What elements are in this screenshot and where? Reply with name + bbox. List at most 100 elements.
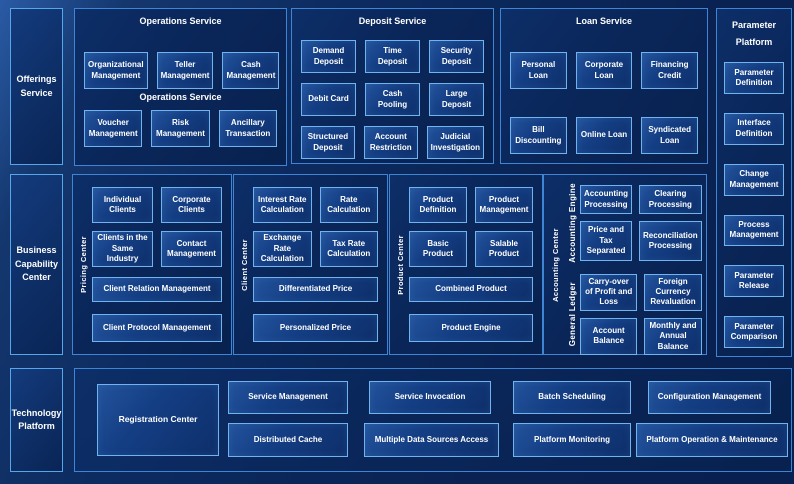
- box-corporate-loan: Corporate Loan: [575, 52, 633, 89]
- general-ledger-label: General Ledger: [568, 282, 577, 347]
- accounting-center-label: Accounting Center: [551, 227, 560, 302]
- box-product-management: Product Management: [475, 187, 533, 223]
- box-online-loan: Online Loan: [575, 117, 633, 154]
- general-ledger-grid: Carry-over of Profit and Loss Foreign Cu…: [580, 272, 702, 357]
- parameter-platform-title: Parameter Platform: [731, 20, 777, 48]
- parameter-platform-panel: Parameter Platform Parameter Definition …: [716, 8, 792, 357]
- box-debit-card: Debit Card: [301, 83, 356, 116]
- box-parameter-release: Parameter Release: [724, 265, 784, 298]
- box-product-definition: Product Definition: [409, 187, 467, 223]
- deposit-service-title: Deposit Service: [358, 16, 427, 26]
- box-judicial-investigation: Judicial Investigation: [426, 126, 484, 159]
- pricing-center-label: Pricing Center: [79, 236, 88, 293]
- box-change-management: Change Management: [724, 163, 784, 196]
- sidebar-offerings-service: Offerings Service: [10, 8, 63, 165]
- box-registration-center: Registration Center: [97, 384, 219, 456]
- deposit-row-2: Debit Card Cash Pooling Large Deposit: [301, 83, 484, 116]
- box-demand-deposit: Demand Deposit: [301, 40, 356, 73]
- product-center-content: Product Definition Product Management Ba…: [409, 179, 538, 350]
- box-basic-product: Basic Product: [409, 231, 467, 267]
- loan-service-title: Loan Service: [575, 16, 633, 26]
- sidebar-business-capability-center: Business Capability Center: [10, 174, 63, 355]
- box-voucher-management: Voucher Management: [84, 110, 143, 147]
- pricing-center-panel: Pricing Center Individual Clients Corpor…: [72, 174, 232, 355]
- accounting-engine-label: Accounting Engine: [568, 183, 577, 263]
- box-salable-product: Salable Product: [475, 231, 533, 267]
- box-structured-deposit: Structured Deposit: [301, 126, 355, 159]
- loan-service-panel: Loan Service Personal Loan Corporate Loa…: [500, 8, 708, 164]
- client-center-grid: Interest Rate Calculation Rate Calculati…: [253, 187, 378, 267]
- operations-row-1: Organizational Management Teller Managem…: [84, 52, 280, 89]
- product-center-grid: Product Definition Product Management Ba…: [409, 187, 533, 267]
- box-reconciliation-processing: Reconciliation Processing: [639, 221, 702, 261]
- client-center-content: Interest Rate Calculation Rate Calculati…: [253, 179, 383, 350]
- box-time-deposit: Time Deposit: [365, 40, 420, 73]
- loan-row-2: Bill Discounting Online Loan Syndicated …: [510, 117, 699, 154]
- pricing-center-grid: Individual Clients Corporate Clients Cli…: [92, 187, 222, 267]
- box-client-relation-management: Client Relation Management: [92, 277, 222, 303]
- box-parameter-definition: Parameter Definition: [724, 62, 784, 94]
- box-clearing-processing: Clearing Processing: [639, 185, 702, 215]
- box-carry-over-profit-loss: Carry-over of Profit and Loss: [580, 273, 638, 311]
- box-service-management: Service Management: [228, 381, 348, 414]
- product-center-panel: Product Center Product Definition Produc…: [389, 174, 543, 355]
- box-individual-clients: Individual Clients: [92, 187, 153, 223]
- box-tax-rate-calculation: Tax Rate Calculation: [319, 231, 378, 267]
- accounting-engine-vstrip: Accounting Engine: [565, 183, 580, 263]
- box-platform-operation-maintenance: Platform Operation & Maintenance: [636, 423, 788, 457]
- box-ancillary-transaction: Ancillary Transaction: [218, 110, 277, 147]
- accounting-engine-section: Accounting Engine Accounting Processing …: [565, 183, 702, 263]
- box-multiple-data-sources-access: Multiple Data Sources Access: [364, 423, 499, 457]
- box-cash-management: Cash Management: [222, 52, 280, 89]
- deposit-row-1: Demand Deposit Time Deposit Security Dep…: [301, 40, 484, 73]
- box-exchange-rate-calculation: Exchange Rate Calculation: [253, 231, 312, 267]
- product-center-vstrip: Product Center: [392, 179, 409, 350]
- box-large-deposit: Large Deposit: [429, 83, 484, 116]
- box-batch-scheduling: Batch Scheduling: [513, 381, 631, 414]
- box-personalized-price: Personalized Price: [253, 314, 378, 342]
- box-organizational-management: Organizational Management: [84, 52, 148, 89]
- box-clients-same-industry: Clients in the Same Industry: [92, 231, 153, 267]
- product-center-label: Product Center: [396, 234, 405, 295]
- operations-service-mid-label: Operations Service: [139, 92, 222, 102]
- box-price-and-tax-separated: Price and Tax Separated: [580, 221, 632, 261]
- box-security-deposit: Security Deposit: [429, 40, 484, 73]
- box-platform-monitoring: Platform Monitoring: [513, 423, 631, 457]
- box-process-management: Process Management: [724, 214, 784, 247]
- deposit-service-panel: Deposit Service Demand Deposit Time Depo…: [291, 8, 494, 164]
- operations-service-panel: Operations Service Organizational Manage…: [74, 8, 287, 166]
- box-corporate-clients: Corporate Clients: [161, 187, 222, 223]
- technology-platform-panel: Registration Center Service Management S…: [74, 368, 792, 472]
- general-ledger-vstrip: General Ledger: [565, 272, 580, 357]
- pricing-center-content: Individual Clients Corporate Clients Cli…: [92, 179, 227, 350]
- accounting-engine-grid: Accounting Processing Clearing Processin…: [580, 183, 702, 263]
- box-bill-discounting: Bill Discounting: [510, 117, 567, 154]
- loan-row-1: Personal Loan Corporate Loan Financing C…: [510, 52, 699, 89]
- box-contact-management: Contact Management: [161, 231, 222, 267]
- deposit-row-3: Structured Deposit Account Restriction J…: [301, 126, 484, 159]
- pricing-center-vstrip: Pricing Center: [75, 179, 92, 350]
- accounting-center-content: Accounting Engine Accounting Processing …: [563, 179, 704, 356]
- box-account-restriction: Account Restriction: [363, 126, 418, 159]
- box-service-invocation: Service Invocation: [369, 381, 491, 414]
- client-center-panel: Client Center Interest Rate Calculation …: [233, 174, 388, 355]
- box-product-engine: Product Engine: [409, 314, 533, 342]
- box-accounting-processing: Accounting Processing: [580, 185, 632, 215]
- box-cash-pooling: Cash Pooling: [365, 83, 420, 116]
- accounting-center-panel: Accounting Center Accounting Engine Acco…: [543, 174, 707, 356]
- box-combined-product: Combined Product: [409, 277, 533, 303]
- box-interest-rate-calculation: Interest Rate Calculation: [253, 187, 312, 223]
- box-interface-definition: Interface Definition: [724, 112, 784, 145]
- box-personal-loan: Personal Loan: [510, 52, 567, 89]
- box-monthly-annual-balance: Monthly and Annual Balance: [644, 317, 702, 356]
- box-syndicated-loan: Syndicated Loan: [641, 117, 699, 154]
- box-client-protocol-management: Client Protocol Management: [92, 314, 222, 342]
- box-risk-management: Risk Management: [151, 110, 210, 147]
- general-ledger-section: General Ledger Carry-over of Profit and …: [565, 272, 702, 357]
- box-teller-management: Teller Management: [156, 52, 214, 89]
- accounting-center-vstrip: Accounting Center: [548, 179, 563, 350]
- sidebar-technology-platform: Technology Platform: [10, 368, 63, 472]
- box-rate-calculation: Rate Calculation: [319, 187, 378, 223]
- box-differentiated-price: Differentiated Price: [253, 277, 378, 303]
